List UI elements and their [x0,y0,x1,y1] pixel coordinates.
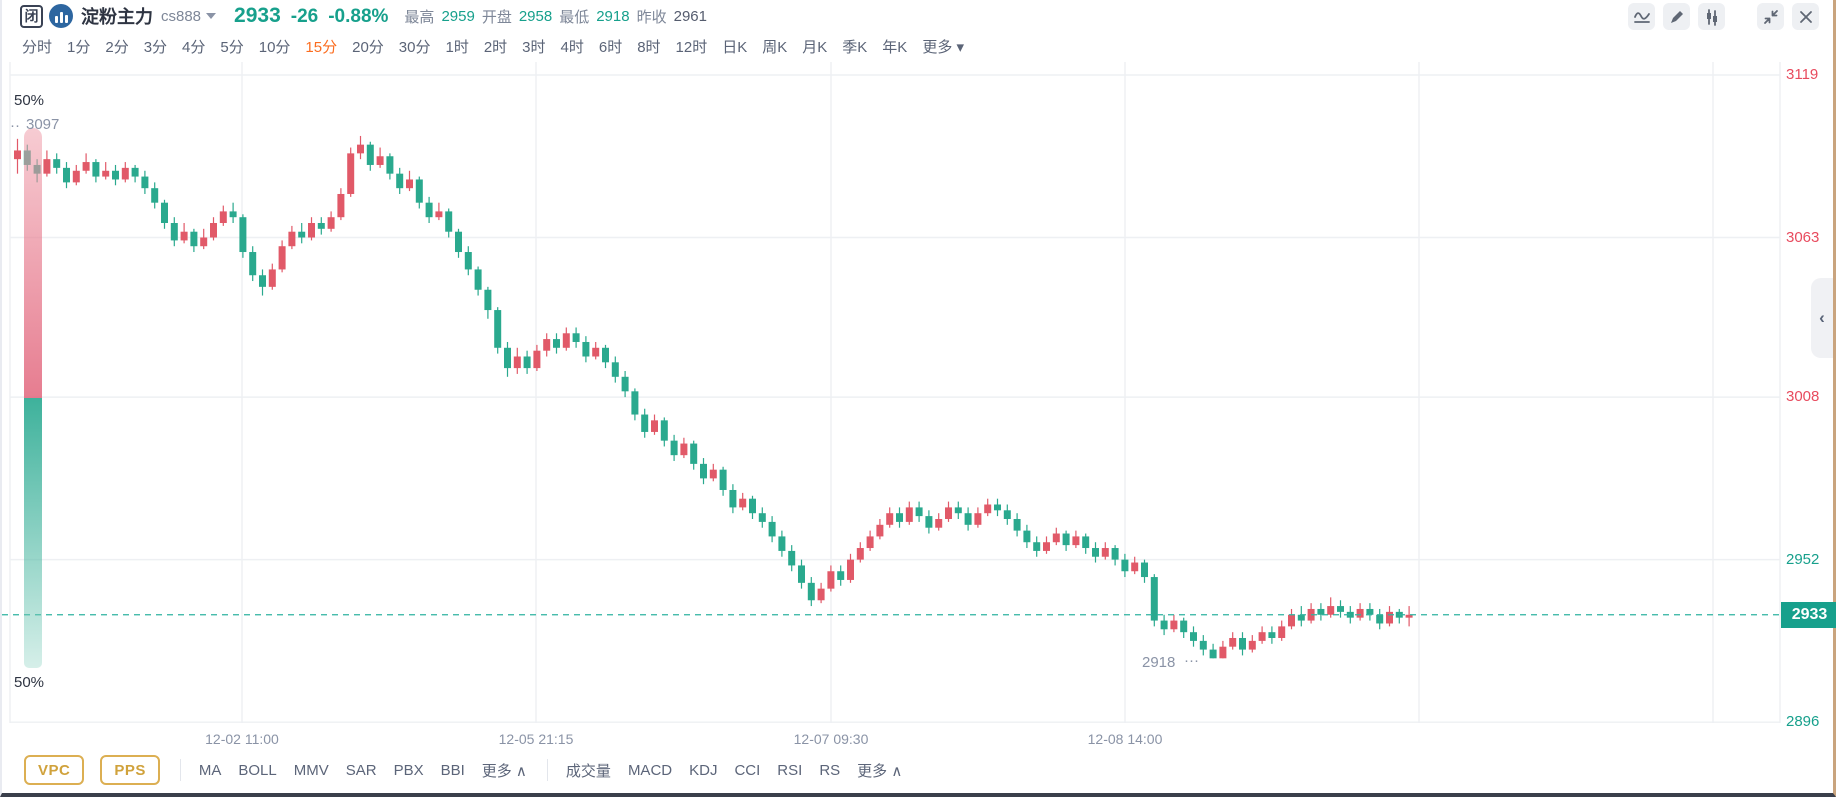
stat-label: 最高 [404,8,435,26]
short-ratio-label: 50% [14,92,45,109]
timeframe-tab-12时[interactable]: 12时 [675,38,708,56]
short-ratio-bar [24,128,42,398]
pencil-icon[interactable] [1663,3,1690,30]
session-stats: 最高 2959 开盘 2958 最低 2918 昨收 2961 [404,6,707,27]
timeframe-tab-8时[interactable]: 8时 [637,38,661,56]
timeframe-tab-5分[interactable]: 5分 [220,38,244,56]
x-axis-label: 12-08 14:00 [1087,731,1163,747]
sub-indicator-MACD[interactable]: MACD [627,761,673,779]
instrument-symbol: cs888 [161,7,202,25]
timeframe-tab-2时[interactable]: 2时 [483,38,508,56]
timeframe-tab-1分[interactable]: 1分 [67,38,91,56]
overlay-indicator-更多 ∧[interactable]: 更多 ∧ [481,762,527,780]
timeframe-tab-6时[interactable]: 6时 [598,38,623,56]
stat-label: 开盘 [481,8,512,26]
stat-label: 昨收 [636,8,667,26]
overlay-indicator-PBX[interactable]: PBX [393,761,424,779]
sidebar-collapse-handle[interactable]: ‹ [1811,278,1833,358]
overlay-indicator-BBI[interactable]: BBI [440,761,465,779]
timeframe-tab-季K[interactable]: 季K [842,38,868,56]
last-price: 2933 [234,4,281,27]
timeframe-tab-4时[interactable]: 4时 [560,38,584,56]
toolbar-divider [546,759,548,781]
timeframe-tab-更多 ▾[interactable]: 更多 ▾ [922,38,965,56]
overlay-indicator-BOLL[interactable]: BOLL [238,761,277,779]
long-ratio-bar [24,398,42,668]
y-axis-label: 3119 [1786,66,1819,83]
timeframe-tab-月K[interactable]: 月K [802,38,828,56]
y-axis-label: 2952 [1786,550,1820,568]
timeframe-tab-15分[interactable]: 15分 [305,38,338,56]
stat-value: 2959 [441,7,475,25]
header: 闭 淀粉主力 cs888 2933 -26 -0.88% 最高 2959 开盘 295… [2,0,1833,32]
price-change: -26 [290,6,319,27]
y-axis-label: 2896 [1786,713,1820,731]
line-chart-icon[interactable] [1628,3,1655,30]
indicator-toolbar: VPC PPS MA BOLL MMV SAR PBX BBI 更多 ∧ 成交量 MACD KD… [2,750,1833,790]
high-annotation: 3097 [26,116,60,133]
overlay-indicator-MMV[interactable]: MMV [293,761,329,779]
sub-indicator-CCI[interactable]: CCI [734,761,761,779]
sub-indicator-成交量[interactable]: 成交量 [565,762,611,780]
header-toolbar [1628,3,1819,30]
current-price-tag: 2933 [1781,601,1836,628]
sub-indicator-RSI[interactable]: RSI [777,761,803,779]
timeframe-tab-分时[interactable]: 分时 [22,38,53,56]
timeframe-tab-4分[interactable]: 4分 [182,38,206,56]
overlay-indicator-SAR[interactable]: SAR [345,761,377,779]
timeframe-tab-年K[interactable]: 年K [882,38,908,56]
instrument-title: 淀粉主力 [81,7,153,27]
candlestick-icon[interactable] [1698,3,1725,30]
y-axis-label: 3008 [1786,388,1820,406]
pps-button[interactable]: PPS [100,755,160,785]
price-change-pct: -0.88% [328,6,389,27]
timeframe-tab-20分[interactable]: 20分 [352,38,384,56]
market-closed-badge: 闭 [20,4,43,28]
x-axis-label: 12-05 21:15 [498,731,574,747]
low-leader-dots: ··· [1184,652,1199,669]
quote: 2933 -26 -0.88% [234,4,388,28]
sub-indicator-RS[interactable]: RS [819,761,841,779]
timeframe-tab-日K[interactable]: 日K [722,38,748,56]
timeframe-tab-1时[interactable]: 1时 [445,38,469,56]
toolbar-divider [179,759,181,781]
overlay-indicator-MA[interactable]: MA [198,761,222,779]
long-ratio-label: 50% [14,674,45,691]
sub-indicator-group: 成交量 MACD KDJ CCI RSI RS 更多 ∧ [566,760,902,781]
high-leader-dots: ·· [10,117,20,134]
stat-label: 最低 [559,8,590,26]
timeframe-tab-2分[interactable]: 2分 [105,38,129,56]
chevron-down-icon[interactable] [206,13,217,19]
sub-indicator-更多 ∧[interactable]: 更多 ∧ [857,762,903,780]
low-annotation: 2918 [1142,654,1176,671]
x-axis-label: 12-07 09:30 [793,731,869,747]
timeframe-tab-周K[interactable]: 周K [762,38,788,56]
collapse-icon[interactable] [1757,3,1784,30]
chart-logo-icon [49,4,73,28]
overlay-indicator-group: MA BOLL MMV SAR PBX BBI 更多 ∧ [199,760,527,781]
timeframe-tab-3分[interactable]: 3分 [143,38,168,56]
stat-value: 2958 [518,7,553,25]
timeframe-tabs: 分时 1分 2分 3分 4分 5分 10分 15分 20分 30分 1时 2时 3时 4时 6时 8时 12时日… [2,32,1833,60]
timeframe-tab-30分[interactable]: 30分 [398,38,431,56]
stat-value: 2918 [596,7,630,25]
sub-indicator-KDJ[interactable]: KDJ [689,761,718,779]
vpc-button[interactable]: VPC [24,755,85,785]
timeframe-tab-3时[interactable]: 3时 [522,38,546,56]
y-axis-label: 3063 [1786,228,1820,246]
close-icon[interactable] [1792,3,1819,30]
x-axis-label: 12-02 11:00 [205,731,279,747]
timeframe-tab-10分[interactable]: 10分 [258,38,291,56]
stat-value: 2961 [673,7,707,25]
